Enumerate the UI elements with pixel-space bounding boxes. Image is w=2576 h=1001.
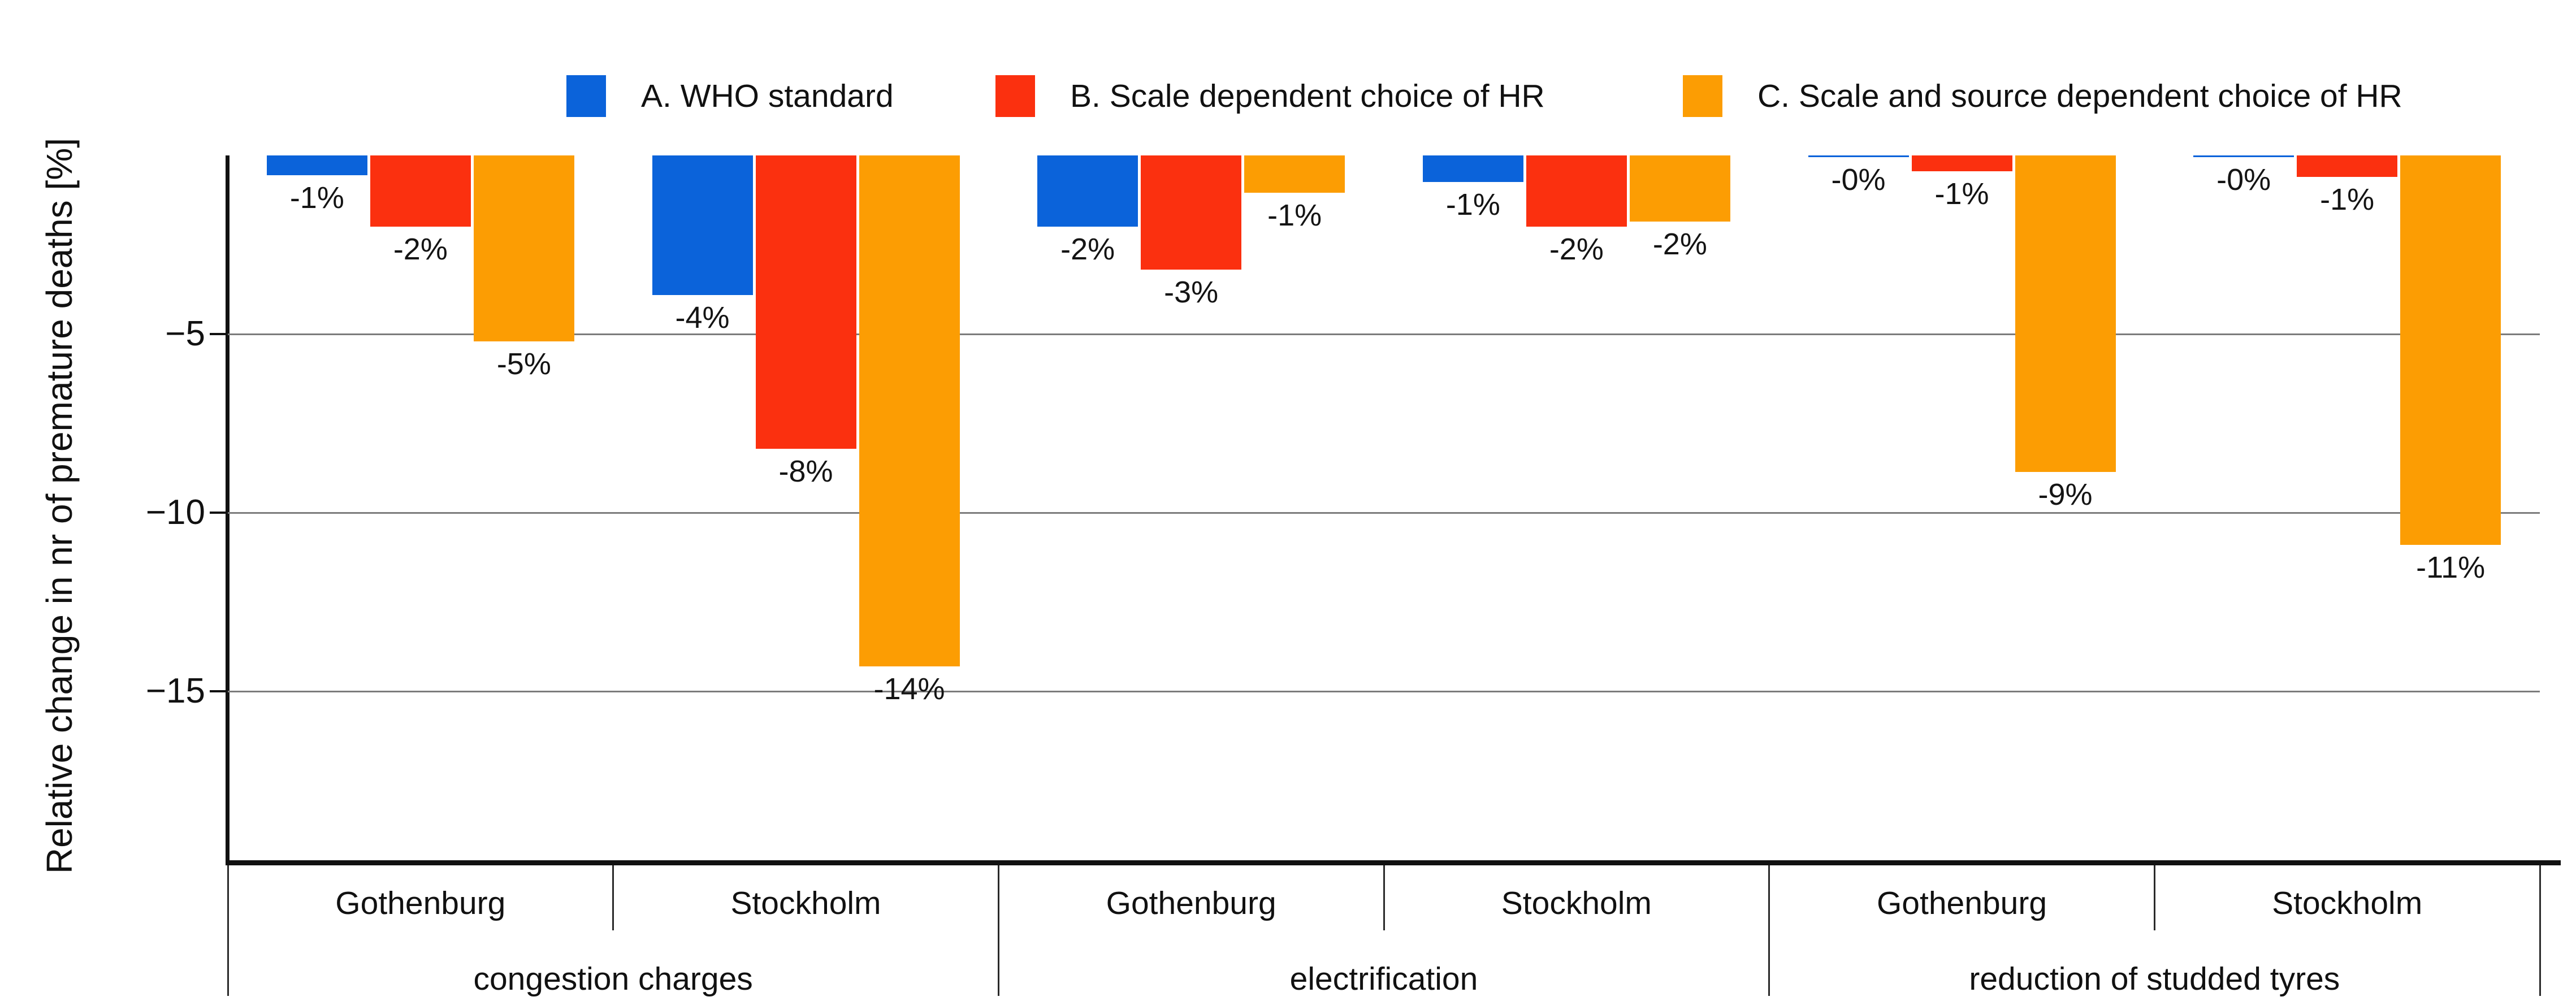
- y-tick-mark: [210, 512, 228, 514]
- legend-swatch: [566, 75, 606, 117]
- bar-value-label: -2%: [1652, 227, 1707, 261]
- scenario-label: congestion charges: [473, 961, 753, 997]
- bar: [652, 155, 753, 295]
- city-label: Gothenburg: [1106, 885, 1276, 921]
- bar: [473, 155, 574, 341]
- bar-value-label: -1%: [2320, 182, 2375, 216]
- bar-value-label: -5%: [496, 346, 551, 381]
- bar-value-label: -1%: [1267, 198, 1322, 233]
- bar: [2400, 155, 2501, 545]
- bar-value-label: -3%: [1164, 275, 1219, 310]
- bar: [755, 155, 856, 449]
- bar-value-label: -14%: [873, 672, 945, 707]
- bar: [1244, 155, 1345, 193]
- gridline: [228, 512, 2540, 514]
- bar-value-label: -9%: [2038, 477, 2093, 512]
- y-tick-label: −5: [165, 314, 205, 354]
- city-divider-tick: [612, 865, 614, 930]
- legend-item: C. Scale and source dependent choice of …: [1683, 75, 2402, 118]
- bar: [1629, 155, 1730, 222]
- gridline: [228, 690, 2540, 692]
- bar: [1526, 155, 1627, 227]
- bar: [1037, 155, 1138, 227]
- bar-value-label: -11%: [2416, 551, 2486, 585]
- city-label: Stockholm: [2272, 885, 2423, 921]
- scenario-label: reduction of studded tyres: [1969, 961, 2340, 997]
- scenario-separator: [227, 865, 229, 996]
- bar: [1808, 155, 1909, 157]
- city-label: Gothenburg: [1876, 885, 2047, 921]
- bar: [370, 155, 471, 227]
- bar: [2193, 155, 2294, 157]
- legend-swatch: [1683, 75, 1722, 117]
- bar-value-label: -2%: [1549, 232, 1604, 267]
- x-axis-line: [226, 860, 2561, 865]
- bar-value-label: -1%: [1445, 188, 1500, 222]
- bar-value-label: -8%: [778, 454, 833, 488]
- bar: [1911, 155, 2012, 172]
- legend-label: C. Scale and source dependent choice of …: [1757, 78, 2402, 114]
- y-tick-label: −10: [145, 493, 205, 532]
- legend-label: B. Scale dependent choice of HR: [1070, 78, 1545, 114]
- bar: [266, 155, 367, 175]
- scenario-label: electrification: [1289, 961, 1478, 997]
- bar: [859, 155, 960, 667]
- bar: [1422, 155, 1523, 183]
- bar: [2015, 155, 2116, 472]
- bar-value-label: -0%: [2216, 162, 2271, 197]
- city-divider-tick: [1383, 865, 1385, 930]
- bar-value-label: -1%: [289, 180, 344, 215]
- y-tick-label: −15: [145, 671, 205, 711]
- bar: [1141, 155, 1242, 270]
- legend-label: A. WHO standard: [641, 78, 894, 114]
- bar-value-label: -4%: [675, 300, 730, 335]
- legend-item: B. Scale dependent choice of HR: [995, 75, 1545, 118]
- bar-value-label: -2%: [393, 232, 448, 267]
- bar-value-label: -1%: [1934, 177, 1989, 211]
- y-tick-mark: [210, 690, 228, 693]
- scenario-separator: [997, 865, 999, 996]
- legend-item: A. WHO standard: [566, 75, 894, 118]
- gridline: [228, 333, 2540, 335]
- city-label: Gothenburg: [335, 885, 506, 921]
- city-label: Stockholm: [1501, 885, 1652, 921]
- bar-value-label: -2%: [1060, 232, 1115, 267]
- y-tick-mark: [210, 333, 228, 336]
- legend-swatch: [995, 75, 1035, 117]
- city-divider-tick: [2153, 865, 2155, 930]
- bar: [2297, 155, 2398, 177]
- scenario-separator: [2539, 865, 2541, 996]
- bar-value-label: -0%: [1831, 162, 1886, 197]
- city-label: Stockholm: [730, 885, 881, 921]
- y-axis-title: Relative change in nr of premature death…: [39, 137, 80, 874]
- scenario-separator: [1768, 865, 1770, 996]
- y-axis-line: [226, 155, 230, 865]
